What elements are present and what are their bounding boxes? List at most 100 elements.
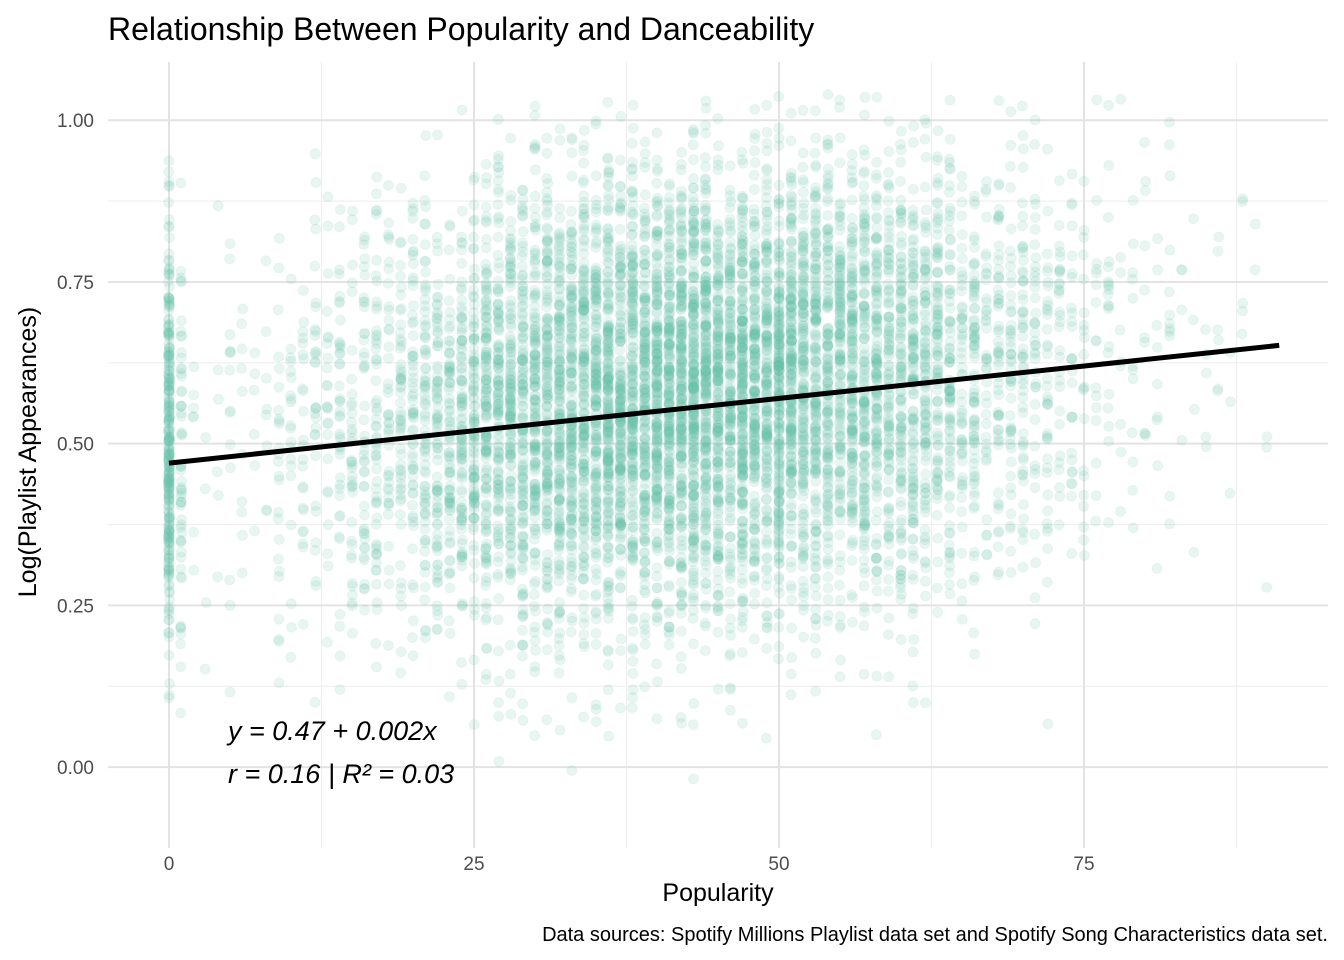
scatter-points: [162, 89, 1273, 785]
data-point: [1127, 194, 1139, 206]
data-point: [859, 246, 871, 258]
data-point: [420, 319, 431, 331]
data-point: [321, 636, 333, 648]
data-point: [272, 304, 284, 316]
data-point: [724, 353, 736, 365]
data-point: [810, 213, 822, 225]
data-point: [907, 414, 919, 426]
data-point: [980, 418, 992, 430]
data-point: [395, 382, 407, 393]
data-point: [456, 294, 468, 306]
data-point: [761, 331, 773, 343]
data-point: [188, 361, 200, 373]
data-point: [175, 638, 187, 650]
data-point: [382, 508, 394, 520]
data-point: [1213, 334, 1224, 346]
data-point: [1065, 490, 1077, 502]
data-point: [1054, 316, 1066, 328]
data-point: [749, 103, 761, 115]
data-point: [382, 410, 394, 422]
data-point: [322, 352, 334, 364]
data-point: [822, 210, 834, 221]
data-point: [882, 585, 894, 597]
data-point: [541, 644, 553, 656]
data-point: [907, 646, 919, 658]
data-point: [725, 572, 736, 584]
data-point: [383, 564, 395, 576]
data-point: [602, 96, 614, 108]
data-point: [1041, 323, 1053, 335]
data-point: [822, 291, 834, 303]
data-point: [858, 260, 870, 272]
data-point: [602, 395, 614, 407]
data-point: [968, 627, 980, 639]
data-point: [1151, 414, 1163, 426]
data-point: [505, 215, 517, 227]
data-point: [1066, 315, 1078, 327]
data-point: [1053, 219, 1065, 231]
data-point: [895, 423, 907, 435]
data-point: [578, 125, 590, 136]
data-point: [664, 329, 676, 341]
data-point: [419, 594, 431, 606]
data-point: [956, 447, 968, 459]
data-point: [627, 642, 638, 654]
data-point: [553, 507, 565, 519]
data-point: [1200, 431, 1212, 443]
data-point: [1029, 440, 1041, 452]
data-point: [407, 543, 418, 555]
data-point: [359, 604, 371, 616]
data-point: [309, 544, 321, 556]
data-point: [407, 424, 419, 435]
data-point: [578, 190, 590, 202]
data-point: [687, 535, 699, 547]
data-point: [383, 352, 395, 364]
data-point: [1030, 261, 1041, 273]
data-point: [871, 250, 883, 262]
data-point: [309, 408, 321, 419]
data-point: [1200, 367, 1212, 379]
data-point: [382, 277, 394, 289]
data-point: [261, 504, 273, 516]
data-point: [931, 475, 943, 487]
data-point: [969, 302, 981, 314]
data-point: [1017, 210, 1029, 222]
data-point: [1029, 275, 1041, 287]
data-point: [761, 426, 773, 438]
data-point: [370, 188, 382, 200]
data-point: [346, 407, 358, 419]
data-point: [480, 258, 492, 270]
data-point: [627, 440, 639, 452]
data-point: [761, 163, 773, 174]
data-point: [1005, 567, 1017, 578]
data-point: [505, 687, 516, 699]
data-point: [273, 232, 285, 244]
data-point: [748, 203, 760, 215]
data-point: [590, 627, 602, 639]
data-point: [565, 441, 577, 453]
data-point: [285, 372, 297, 384]
data-point: [883, 612, 895, 624]
data-point: [1017, 130, 1029, 141]
data-point: [309, 696, 321, 708]
data-point: [699, 617, 711, 629]
data-point: [992, 359, 1004, 371]
data-point: [382, 640, 394, 652]
data-point: [578, 589, 590, 601]
data-point: [1030, 252, 1042, 264]
data-point: [956, 396, 968, 408]
data-point: [481, 643, 493, 655]
data-point: [931, 177, 943, 189]
data-point: [419, 256, 431, 267]
data-point: [1139, 185, 1151, 196]
data-point: [834, 564, 846, 576]
data-point: [236, 506, 248, 518]
data-point: [786, 594, 797, 606]
data-point: [395, 590, 407, 602]
data-point: [188, 564, 200, 576]
data-point: [334, 608, 346, 620]
data-point: [237, 303, 249, 315]
data-point: [639, 136, 651, 148]
data-point: [846, 616, 858, 628]
data-point: [1213, 231, 1225, 243]
